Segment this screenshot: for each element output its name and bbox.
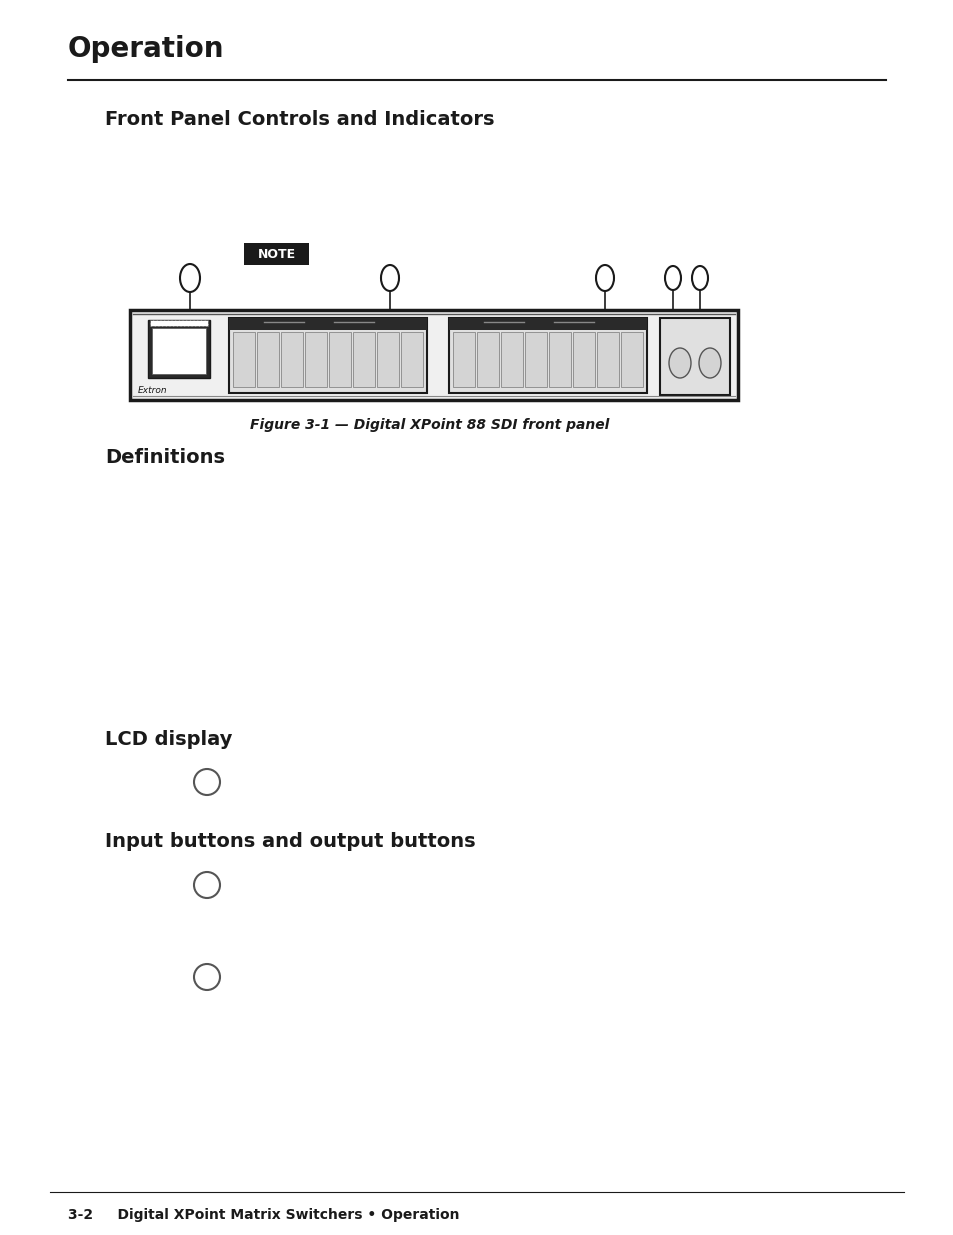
Bar [353,332,375,387]
Text: Figure 3-1 — Digital XPoint 88 SDI front panel: Figure 3-1 — Digital XPoint 88 SDI front… [250,417,609,432]
Bar [597,332,618,387]
Bar [659,317,729,395]
Bar [400,332,422,387]
Ellipse shape [668,348,690,378]
Bar [329,332,351,387]
Bar [281,332,303,387]
Circle shape [193,769,220,795]
Ellipse shape [691,266,707,290]
Bar [148,320,210,378]
Text: Front Panel Controls and Indicators: Front Panel Controls and Indicators [105,110,494,128]
Bar [376,332,398,387]
Bar [449,317,646,330]
Bar [453,332,475,387]
Ellipse shape [596,266,614,291]
Bar [476,332,498,387]
Bar [152,329,206,374]
Bar [256,332,278,387]
Bar [524,332,546,387]
Bar [548,332,571,387]
Bar [229,317,427,330]
Bar [449,317,646,393]
Ellipse shape [664,266,680,290]
Bar [573,332,595,387]
Text: LCD display: LCD display [105,730,233,748]
Bar [500,332,522,387]
Text: Extron: Extron [138,387,168,395]
Bar [233,332,254,387]
Bar [229,317,427,393]
Text: 3-2     Digital XPoint Matrix Switchers • Operation: 3-2 Digital XPoint Matrix Switchers • Op… [68,1208,459,1221]
Bar [244,243,309,266]
Circle shape [193,965,220,990]
Bar [620,332,642,387]
Ellipse shape [180,264,200,291]
Text: Definitions: Definitions [105,448,225,467]
Ellipse shape [380,266,398,291]
Bar [305,332,327,387]
Circle shape [193,872,220,898]
Text: Operation: Operation [68,35,224,63]
Bar [150,320,208,326]
Text: Input buttons and output buttons: Input buttons and output buttons [105,832,476,851]
Bar [130,310,738,400]
Ellipse shape [699,348,720,378]
Text: NOTE: NOTE [257,247,295,261]
